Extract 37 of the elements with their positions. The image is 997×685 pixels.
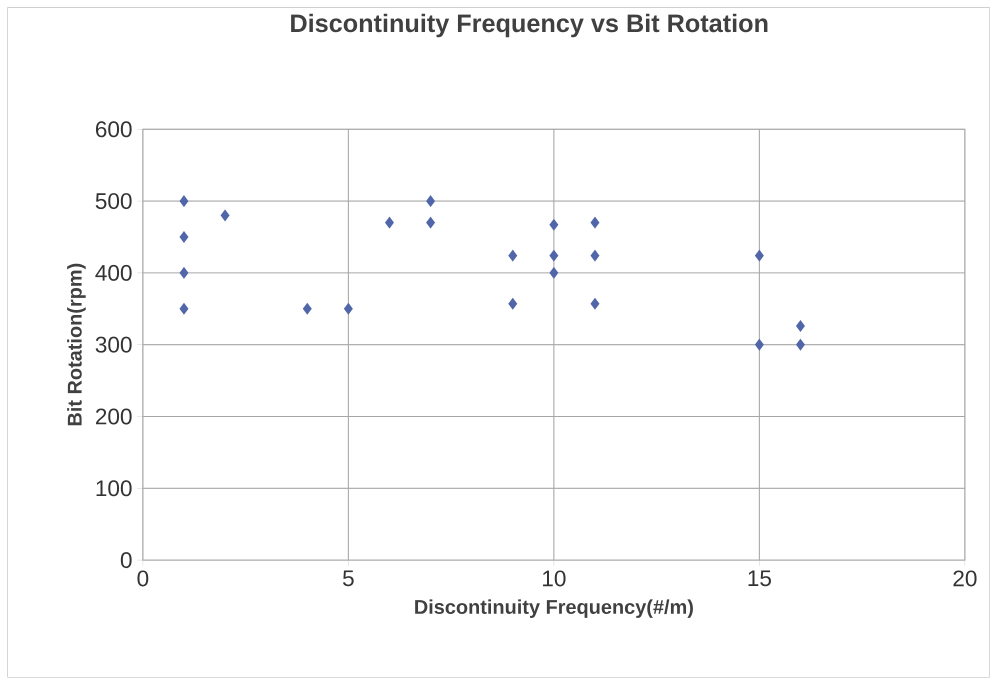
point: [508, 298, 518, 310]
x-tick-label: 20: [953, 570, 977, 587]
y-tick-label: 100: [96, 480, 132, 496]
point: [590, 216, 600, 229]
point: [590, 298, 600, 310]
y-tick-label: 300: [96, 336, 132, 353]
point: [754, 250, 764, 262]
point: [426, 216, 436, 229]
point: [549, 267, 558, 279]
point: [754, 338, 764, 351]
x-tick-label: 5: [342, 570, 354, 586]
point: [796, 338, 805, 351]
y-tick-label: 200: [96, 408, 132, 425]
point: [180, 195, 188, 208]
point: [508, 250, 518, 262]
point: [344, 303, 353, 315]
x-axis-title: Discontinuity Frequency(#/m): [415, 599, 693, 618]
x-tick-label: 10: [543, 570, 566, 587]
point: [549, 250, 558, 262]
y-tick-label: 500: [96, 193, 132, 210]
y-tick-label: 0: [120, 552, 132, 568]
point: [385, 216, 394, 229]
y-axis-title: Bit Rotation(rpm): [67, 264, 86, 426]
y-tick-label: 600: [96, 121, 132, 138]
point: [180, 231, 188, 243]
point: [180, 303, 188, 315]
chart-title: Discontinuity Frequency vs Bit Rotation: [291, 14, 768, 38]
point: [426, 195, 436, 208]
y-tick-label: 400: [95, 264, 132, 281]
x-tick-label: 15: [748, 570, 771, 586]
point: [302, 303, 312, 315]
point: [180, 267, 188, 279]
point: [549, 219, 558, 231]
point: [796, 320, 805, 332]
x-tick-label: 0: [137, 570, 148, 587]
point: [590, 250, 600, 262]
point: [220, 210, 230, 222]
